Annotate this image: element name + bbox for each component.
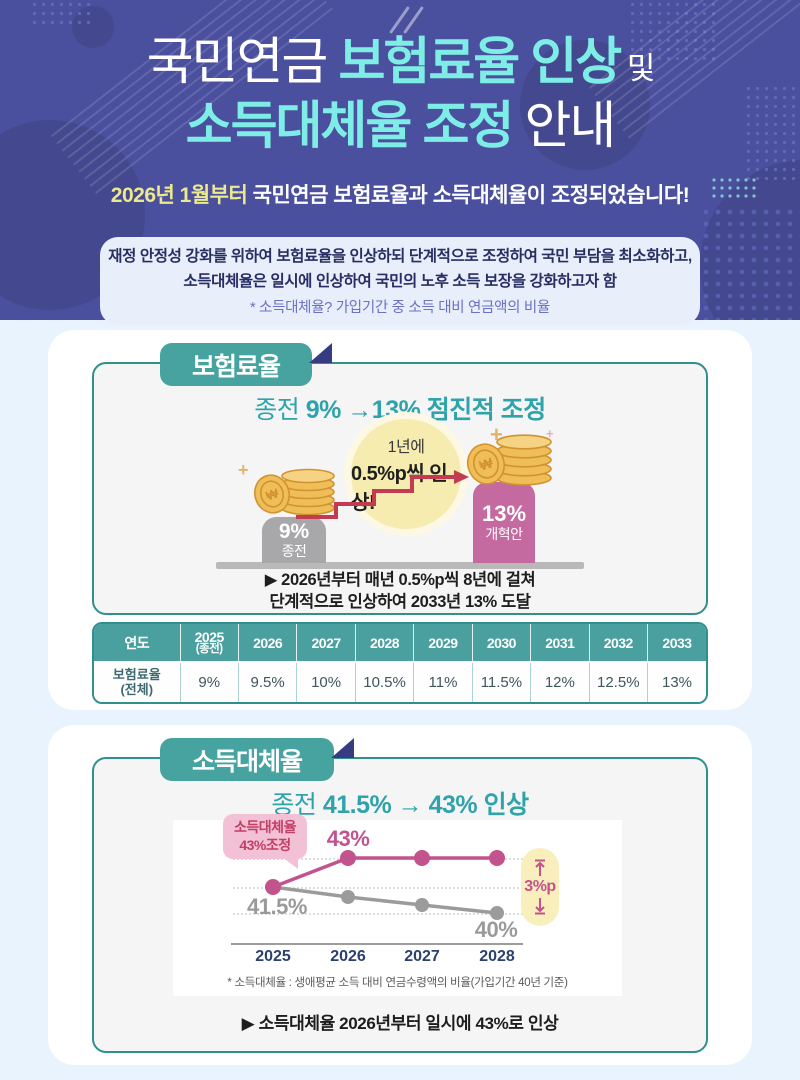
table-header-row: 연도 2025 (종전) 2026 2027 2028 2029 2030 203…	[94, 624, 706, 663]
replacement-rate-card: 소득대체율 종전 41.5% → 43% 인상	[92, 738, 708, 1053]
page-title-line1: 국민연금 보험료율 인상 및	[0, 30, 800, 94]
table-year-cell: 2030	[472, 624, 532, 663]
table-row-label: 보험료율 (전체)	[94, 662, 181, 702]
difference-pill: 3%p	[521, 848, 559, 926]
intro-line1: 재정 안정성 강화를 위하여 보험료율을 인상하되 단계적으로 조정하여 국민 …	[108, 248, 692, 266]
replacement-line-chart: 43% 41.5% 40% 2025 2026 2027 2028 소득대체율 …	[173, 814, 622, 996]
new-rate-label: 43%	[326, 826, 370, 851]
subtitle-rest: 국민연금 보험료율과 소득대체율이 조정되었습니다!	[247, 183, 690, 207]
gridline	[233, 913, 523, 915]
table-value-cell: 13%	[647, 662, 706, 702]
table-value-cell: 11.5%	[472, 662, 532, 702]
line-series	[265, 850, 505, 920]
table-year-cell: 2031	[530, 624, 590, 663]
table-value-cell: 9.5%	[238, 662, 298, 702]
badge-label: 보험료율	[192, 352, 281, 381]
table-year-cell: 2029	[413, 624, 473, 663]
chart-footnote: * 소득대체율 : 생애평균 소득 대비 연금수령액의 비율(가입기간 40년 …	[227, 977, 568, 989]
before-rate-bar: 9% 종전	[262, 517, 326, 563]
table-value-cell: 9%	[180, 662, 239, 702]
table-year-cell: 2032	[589, 624, 649, 663]
sparkle-icon: +	[238, 460, 249, 480]
after-rate-label: 개혁안	[485, 525, 523, 542]
chart-baseline	[216, 562, 584, 569]
before-rate-label: 종전	[281, 542, 307, 559]
table-year-cell: 2033	[647, 624, 706, 663]
premium-rate-badge: 보험료율	[160, 343, 333, 386]
premium-headline: 종전 9% →13% 점진적 조정	[94, 390, 706, 426]
svg-text:₩: ₩	[477, 454, 495, 474]
premium-bullet-line1: ▶ 2026년부터 매년 0.5%p씩 8년에 걸쳐	[264, 571, 536, 589]
x-tick-label: 2028	[479, 948, 515, 965]
after-rate-value: 13%	[481, 501, 527, 527]
table-year-cell: 2028	[355, 624, 415, 663]
table-value-cell: 10.5%	[355, 662, 415, 702]
x-tick-label: 2025	[255, 948, 291, 965]
badge-fold-icon	[309, 343, 333, 363]
intro-line2: 소득대체율은 일시에 인상하여 국민의 노후 소득 보장을 강화하고자 함	[183, 272, 617, 290]
after-rate-bar: 13% 개혁안	[473, 482, 535, 563]
x-tick-label: 2027	[404, 948, 440, 965]
difference-value: 3%p	[524, 878, 556, 895]
table-value-cell: 12.5%	[589, 662, 649, 702]
premium-rate-panel: 보험료율 종전 9% →13% 점진적 조정 + + + + + 1년에 0.5…	[48, 330, 752, 710]
bubble-line1: 소득대체율	[234, 819, 296, 835]
headline-emphasis: 41.5% → 43% 인상	[322, 791, 529, 819]
headline-emphasis: 9% →13% 점진적 조정	[305, 396, 547, 424]
table-value-cell: 11%	[413, 662, 473, 702]
old-rate-end-label: 40%	[474, 917, 518, 942]
title-accent: 보험료율 인상	[338, 33, 623, 90]
replacement-rate-badge: 소득대체율	[160, 738, 355, 781]
arrow-down-to-bar-icon	[535, 898, 545, 915]
before-rate-value: 9%	[278, 520, 310, 544]
title-suffix: 및	[620, 51, 656, 86]
sparkle-icon: +	[546, 426, 554, 441]
svg-text:₩: ₩	[264, 485, 281, 503]
callout-line1: 1년에	[387, 439, 425, 456]
table-value-cell: 10%	[296, 662, 356, 702]
title-accent: 소득대체율 조정	[185, 97, 515, 155]
x-tick-label: 2026	[330, 948, 366, 965]
premium-bullet-line2: 단계적으로 인상하여 2033년 13% 도달	[269, 592, 531, 611]
premium-bullet: ▶ 2026년부터 매년 0.5%p씩 8년에 걸쳐 단계적으로 인상하여 20…	[94, 570, 706, 614]
title-white: 안내	[512, 97, 616, 155]
hero-titles: 국민연금 보험료율 인상 및 소득대체율 조정 안내 2026년 1월부터 국민…	[0, 0, 800, 209]
table-year-cell: 2027	[296, 624, 356, 663]
coin-stack-icon: ₩	[466, 434, 552, 486]
replacement-bullet: ▶ 소득대체율 2026년부터 일시에 43%로 인상	[241, 1014, 559, 1033]
gridline	[233, 887, 523, 889]
premium-rate-card: 보험료율 종전 9% →13% 점진적 조정 + + + + + 1년에 0.5…	[92, 343, 708, 615]
premium-rate-table: 연도 2025 (종전) 2026 2027 2028 2029 2030 203…	[92, 622, 708, 704]
table-value-cell: 12%	[530, 662, 590, 702]
subtitle: 2026년 1월부터 국민연금 보험료율과 소득대체율이 조정되었습니다!	[0, 179, 800, 209]
badge-fold-icon	[331, 738, 355, 758]
callout-line2: 0.5%p씩 인상!	[351, 463, 448, 514]
adjustment-speech-bubble: 소득대체율 43%조정	[223, 814, 307, 869]
replacement-rate-panel: 소득대체율 종전 41.5% → 43% 인상	[48, 725, 752, 1065]
badge-label: 소득대체율	[192, 747, 303, 776]
table-corner-cell: 연도	[94, 624, 181, 663]
intro-note: * 소득대체율? 가입기간 중 소득 대비 연금액의 비율	[249, 299, 550, 316]
coin-stack-icon: ₩	[253, 468, 335, 516]
page-title-line2: 소득대체율 조정 안내	[0, 94, 800, 158]
table-value-row: 보험료율 (전체) 9% 9.5% 10% 10.5% 11% 11.5% 12%…	[94, 662, 706, 702]
old-rate-start-label: 41.5%	[247, 894, 307, 919]
decor-dot-grid	[700, 206, 800, 320]
title-white: 국민연금	[146, 33, 339, 90]
table-year-cell: 2026	[238, 624, 298, 663]
x-axis	[231, 943, 523, 945]
headline-prefix: 종전	[254, 396, 306, 424]
increase-callout-bubble: 1년에 0.5%p씩 인상!	[351, 419, 461, 529]
table-year-cell: 2025 (종전)	[180, 624, 239, 663]
replacement-headline: 종전 41.5% → 43% 인상	[94, 785, 706, 821]
bubble-line2: 43%조정	[239, 836, 291, 853]
arrow-up-to-bar-icon	[535, 859, 545, 876]
subtitle-highlight: 2026년 1월부터	[110, 183, 248, 207]
intro-box: 재정 안정성 강화를 위하여 보험료율을 인상하되 단계적으로 조정하여 국민 …	[100, 237, 700, 325]
